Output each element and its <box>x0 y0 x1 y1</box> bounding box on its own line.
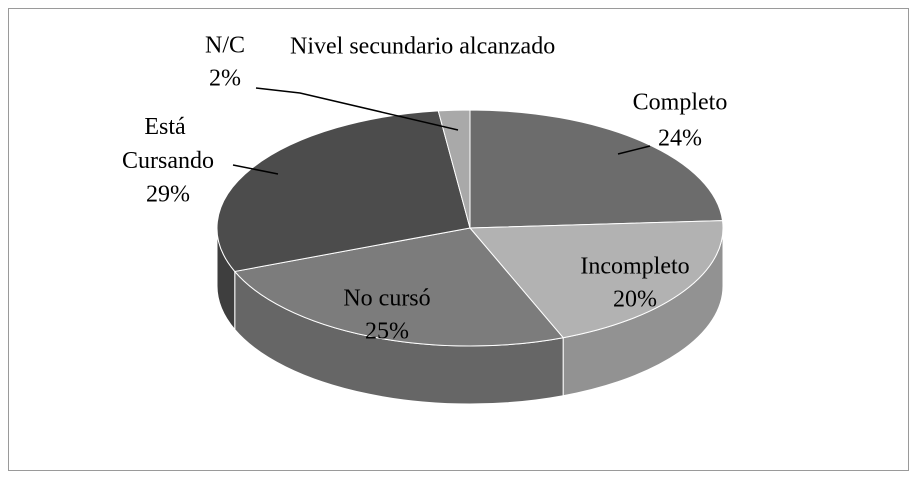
slice <box>233 227 565 347</box>
slice <box>469 109 724 229</box>
slice-label: N/C <box>205 33 245 59</box>
leader-line <box>255 87 459 131</box>
slice-label: Incompleto <box>580 254 689 280</box>
slice-label: Está Cursando <box>122 114 214 174</box>
slice-label: Completo <box>633 90 728 116</box>
slice <box>216 110 471 272</box>
slice-value-label: 20% <box>613 287 657 313</box>
slice <box>468 220 724 339</box>
slice <box>437 109 471 229</box>
slice-label: No cursó <box>343 286 430 312</box>
slice-value-label: 25% <box>365 319 409 345</box>
slice-value-label: 24% <box>658 126 702 152</box>
slice-value-label: 2% <box>209 66 241 92</box>
leader-line <box>232 164 279 175</box>
slice-value-label: 29% <box>146 182 190 208</box>
chart-title: Nivel secundario alcanzado <box>290 34 555 60</box>
leader-line <box>617 145 651 155</box>
